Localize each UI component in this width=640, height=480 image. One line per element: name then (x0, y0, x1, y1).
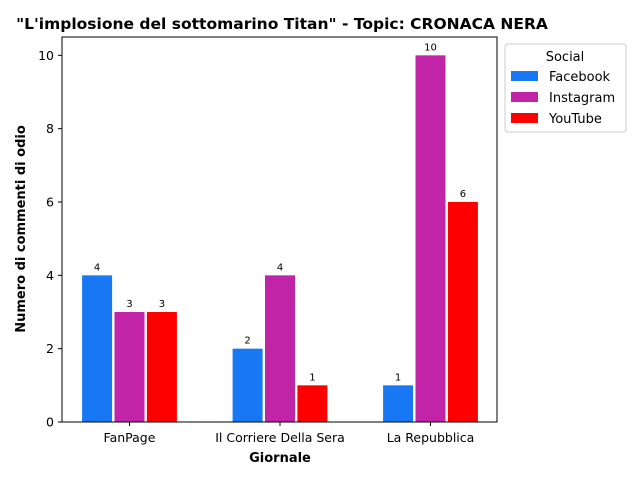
y-axis-ticks: 0 2 4 6 8 10 (38, 48, 62, 430)
bar-facebook-2 (383, 385, 414, 422)
plot-area: 4 3 3 2 4 1 1 10 6 FanPage Il Corriere Della Sera… (38, 36, 498, 445)
y-tick-label: 10 (38, 48, 54, 63)
legend-swatch-instagram (511, 92, 538, 102)
x-tick-label: La Repubblica (387, 430, 475, 445)
bar-instagram-1 (265, 275, 295, 422)
data-label-facebook-2: 1 (395, 372, 401, 383)
bar-instagram-2 (415, 55, 446, 422)
bars-group (82, 55, 478, 422)
data-label-youtube-1: 1 (309, 372, 315, 383)
data-label-instagram-2: 10 (424, 42, 437, 53)
y-axis-label: Numero di commenti di odio (14, 125, 29, 333)
legend-items: Facebook Instagram YouTube (511, 70, 615, 127)
legend-swatch-youtube (511, 113, 538, 123)
data-label-youtube-0: 3 (159, 299, 165, 310)
x-tick-label: FanPage (104, 430, 156, 445)
legend-swatch-facebook (511, 71, 538, 81)
legend-label-youtube: YouTube (548, 112, 602, 127)
legend-label-instagram: Instagram (549, 91, 615, 106)
y-tick-label: 4 (46, 268, 54, 283)
y-tick-label: 8 (46, 121, 54, 136)
x-axis-ticks: FanPage Il Corriere Della Sera La Repubbli… (104, 422, 475, 445)
bar-facebook-0 (82, 275, 113, 422)
data-label-instagram-0: 3 (126, 299, 132, 310)
y-tick-label: 6 (46, 195, 54, 210)
bar-facebook-1 (232, 348, 263, 422)
legend-label-facebook: Facebook (549, 70, 611, 85)
bar-youtube-1 (297, 385, 328, 422)
y-tick-label: 2 (46, 341, 54, 356)
data-label-facebook-1: 2 (244, 336, 250, 347)
legend-box (504, 43, 627, 133)
legend: Social Facebook Instagram YouTube (504, 43, 627, 133)
data-label-instagram-1: 4 (277, 262, 283, 273)
chart-title: "L'implosione del sottomarino Titan" - T… (16, 15, 548, 33)
y-tick-label: 0 (46, 415, 54, 430)
data-labels-group: 4 3 3 2 4 1 1 10 6 (94, 42, 466, 383)
bar-youtube-2 (447, 202, 478, 422)
data-label-youtube-2: 6 (460, 189, 466, 200)
data-label-facebook-0: 4 (94, 262, 100, 273)
legend-title: Social (546, 50, 585, 65)
x-tick-label: Il Corriere Della Sera (215, 430, 345, 445)
x-axis-label: Giornale (249, 451, 311, 466)
bar-instagram-0 (114, 312, 145, 422)
bar-youtube-0 (146, 312, 177, 422)
